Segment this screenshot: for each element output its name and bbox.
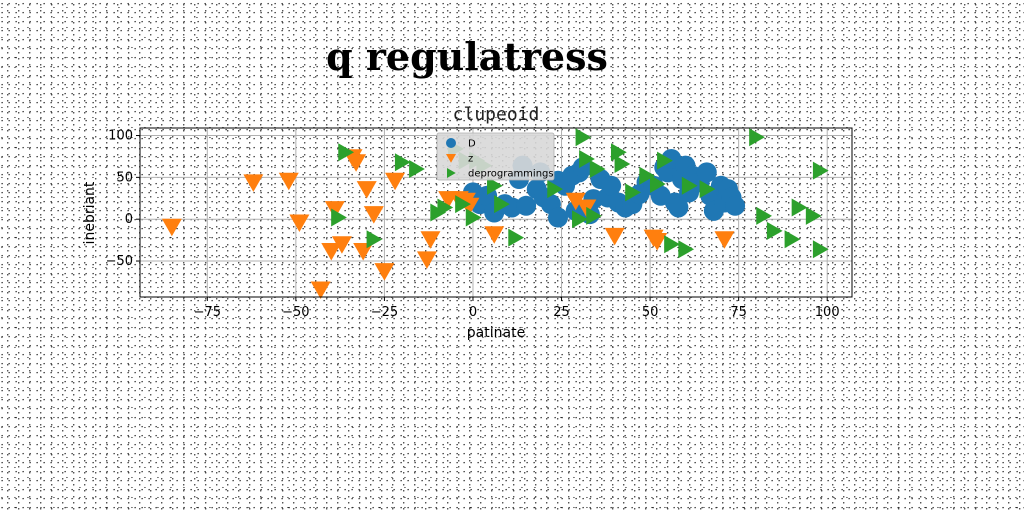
data-point xyxy=(812,161,829,180)
legend-marker xyxy=(446,138,456,148)
legend-marker xyxy=(446,154,456,163)
legend: Dz deprogrammings xyxy=(436,132,555,181)
y-tick-label: 50 xyxy=(116,170,133,185)
data-point xyxy=(331,208,347,227)
data-point xyxy=(310,281,331,299)
x-tick-label: 75 xyxy=(730,305,747,320)
data-point xyxy=(516,195,537,216)
data-point xyxy=(321,242,342,261)
x-tick-label: 100 xyxy=(815,305,840,320)
data-point xyxy=(681,176,698,195)
data-point xyxy=(791,198,808,217)
data-point xyxy=(601,175,622,196)
data-point xyxy=(484,226,505,244)
x-tick-label: −25 xyxy=(371,305,398,320)
data-point xyxy=(437,198,454,217)
data-point xyxy=(756,206,772,225)
data-point xyxy=(494,195,510,214)
data-point xyxy=(647,232,668,251)
data-point xyxy=(346,154,367,172)
legend-marker xyxy=(447,168,456,178)
data-point xyxy=(338,143,355,162)
data-point xyxy=(696,162,717,183)
chart-title: clupeoid xyxy=(453,104,540,125)
data-point xyxy=(678,240,695,259)
x-axis-label: patinate xyxy=(467,325,525,341)
x-tick-label: −50 xyxy=(282,305,309,320)
data-point xyxy=(416,251,437,269)
data-point xyxy=(579,149,595,168)
data-point xyxy=(374,263,395,281)
x-tick-label: 0 xyxy=(469,305,477,320)
data-point xyxy=(604,227,625,246)
data-point xyxy=(161,218,182,237)
plot-area-frame xyxy=(139,127,853,298)
y-tick-label: 0 xyxy=(125,212,133,227)
data-point xyxy=(725,195,746,216)
page-title: q regulatress xyxy=(326,34,608,79)
data-point xyxy=(766,221,783,240)
data-point xyxy=(625,183,641,202)
legend-box xyxy=(436,132,555,181)
data-point xyxy=(812,240,829,259)
data-point xyxy=(572,210,588,229)
data-point xyxy=(565,192,586,211)
y-axis-label: inebriant xyxy=(82,181,98,244)
data-point xyxy=(409,159,425,178)
data-point xyxy=(356,181,377,199)
data-point xyxy=(614,154,631,173)
data-point xyxy=(487,176,503,195)
data-point xyxy=(657,151,673,170)
data-point xyxy=(575,128,592,147)
data-point xyxy=(366,230,383,249)
x-tick-label: −75 xyxy=(194,305,221,320)
data-point xyxy=(331,236,352,254)
data-point xyxy=(586,206,602,225)
data-point xyxy=(385,172,406,191)
data-point xyxy=(547,180,563,199)
data-point xyxy=(547,207,568,228)
data-point xyxy=(278,172,299,191)
data-point xyxy=(243,174,264,192)
x-tick-label: 25 xyxy=(553,305,570,320)
data-point xyxy=(639,166,656,185)
legend-label: deprogrammings xyxy=(468,169,554,180)
data-point xyxy=(508,228,525,247)
data-point xyxy=(455,195,471,214)
data-point xyxy=(714,231,735,249)
data-point xyxy=(420,231,441,249)
series-z xyxy=(161,149,735,299)
data-point xyxy=(363,206,384,224)
y-tick-label: 100 xyxy=(108,129,133,144)
data-point xyxy=(668,197,689,218)
x-tick-label: 50 xyxy=(642,305,659,320)
data-point xyxy=(324,201,345,219)
data-point xyxy=(465,208,482,227)
data-point xyxy=(805,206,822,225)
axis-ticks: −75 −50 −25 0 25 50 75 100 −50 0 50 100 xyxy=(106,129,840,320)
data-point xyxy=(784,230,801,249)
data-point xyxy=(589,159,606,178)
data-point xyxy=(699,180,716,199)
data-point xyxy=(394,153,411,172)
data-point xyxy=(749,128,765,147)
y-tick-label: −50 xyxy=(106,254,133,269)
data-point xyxy=(649,175,666,194)
data-point xyxy=(664,235,680,254)
data-point xyxy=(289,214,310,233)
legend-label: D xyxy=(468,139,476,150)
legend-label: z xyxy=(468,154,473,165)
